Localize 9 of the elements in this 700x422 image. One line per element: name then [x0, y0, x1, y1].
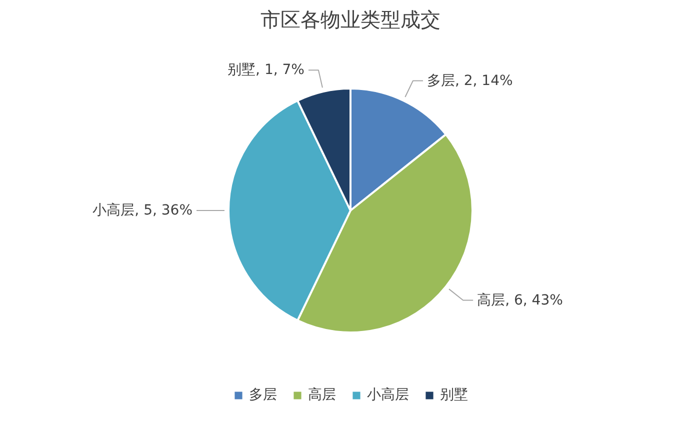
legend-label: 高层 [308, 386, 336, 404]
legend-label: 别墅 [440, 386, 468, 404]
data-label: 高层, 6, 43% [477, 292, 563, 308]
data-label: 小高层, 5, 36% [92, 202, 193, 218]
legend-label: 多层 [249, 386, 277, 404]
data-label: 多层, 2, 14% [426, 72, 513, 89]
data-label: 别墅, 1, 7% [228, 62, 304, 78]
chart-title: 市区各物业类型成交 [260, 8, 440, 32]
legend-label: 小高层 [367, 386, 409, 404]
